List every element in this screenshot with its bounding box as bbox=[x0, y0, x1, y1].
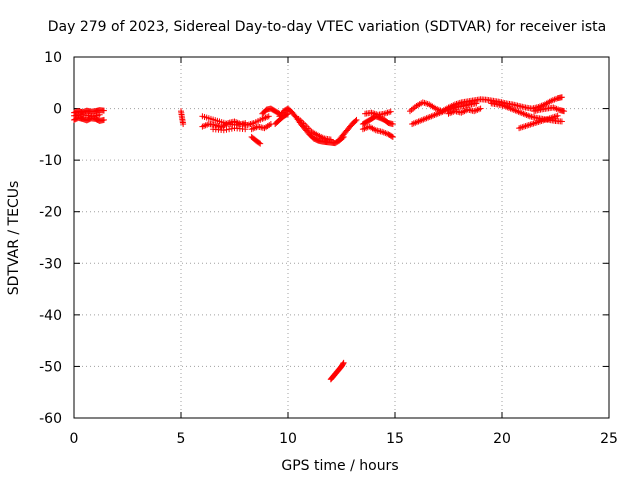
data-point bbox=[226, 126, 233, 133]
data-points bbox=[71, 94, 568, 383]
data-point bbox=[96, 111, 103, 118]
y-tick-label: -20 bbox=[39, 205, 62, 221]
data-point bbox=[473, 100, 480, 107]
y-tick-label: -60 bbox=[39, 411, 62, 427]
y-tick-label: -30 bbox=[39, 256, 62, 272]
data-point bbox=[220, 127, 227, 134]
data-point bbox=[242, 126, 249, 133]
x-tick-label: 5 bbox=[177, 431, 186, 447]
chart-title: Day 279 of 2023, Sidereal Day-to-day VTE… bbox=[48, 19, 606, 35]
x-tick-label: 20 bbox=[493, 431, 511, 447]
data-point bbox=[257, 140, 264, 147]
data-point bbox=[265, 113, 272, 120]
x-axis-label: GPS time / hours bbox=[281, 458, 398, 474]
x-tick-label: 0 bbox=[70, 431, 79, 447]
x-tick-label: 10 bbox=[279, 431, 297, 447]
data-point bbox=[228, 125, 235, 132]
data-point bbox=[327, 136, 334, 143]
data-point bbox=[180, 121, 187, 128]
data-point bbox=[561, 108, 568, 115]
x-tick-label: 25 bbox=[600, 431, 618, 447]
data-point bbox=[353, 116, 360, 123]
data-point bbox=[388, 133, 395, 140]
data-point bbox=[100, 107, 107, 114]
gridlines bbox=[74, 57, 609, 418]
plot-frame bbox=[73, 56, 610, 419]
data-point bbox=[558, 118, 565, 125]
data-point bbox=[256, 139, 263, 146]
y-tick-label: -50 bbox=[39, 359, 62, 375]
data-point bbox=[554, 112, 561, 119]
data-point bbox=[477, 105, 484, 112]
y-tick-label: 0 bbox=[53, 102, 62, 118]
y-tick-label: 10 bbox=[44, 50, 62, 66]
y-axis-label: SDTVAR / TECUs bbox=[6, 181, 22, 296]
data-point bbox=[285, 110, 291, 117]
data-point bbox=[100, 116, 107, 123]
data-point bbox=[242, 120, 249, 127]
x-tick-label: 15 bbox=[386, 431, 404, 447]
y-tick-label: -40 bbox=[39, 308, 62, 324]
data-point bbox=[340, 360, 347, 367]
data-point bbox=[340, 359, 347, 366]
data-point bbox=[283, 111, 290, 118]
data-point bbox=[389, 133, 396, 140]
data-point bbox=[558, 94, 565, 101]
y-tick-label: -10 bbox=[39, 153, 62, 169]
data-point bbox=[223, 126, 230, 133]
data-point bbox=[387, 108, 394, 115]
data-point bbox=[352, 117, 359, 124]
axis-ticks: 0 5 10 15 20 25 -60 -50 -40 -30 -20 -10 0 10 bbox=[39, 50, 618, 447]
data-point bbox=[389, 121, 396, 128]
